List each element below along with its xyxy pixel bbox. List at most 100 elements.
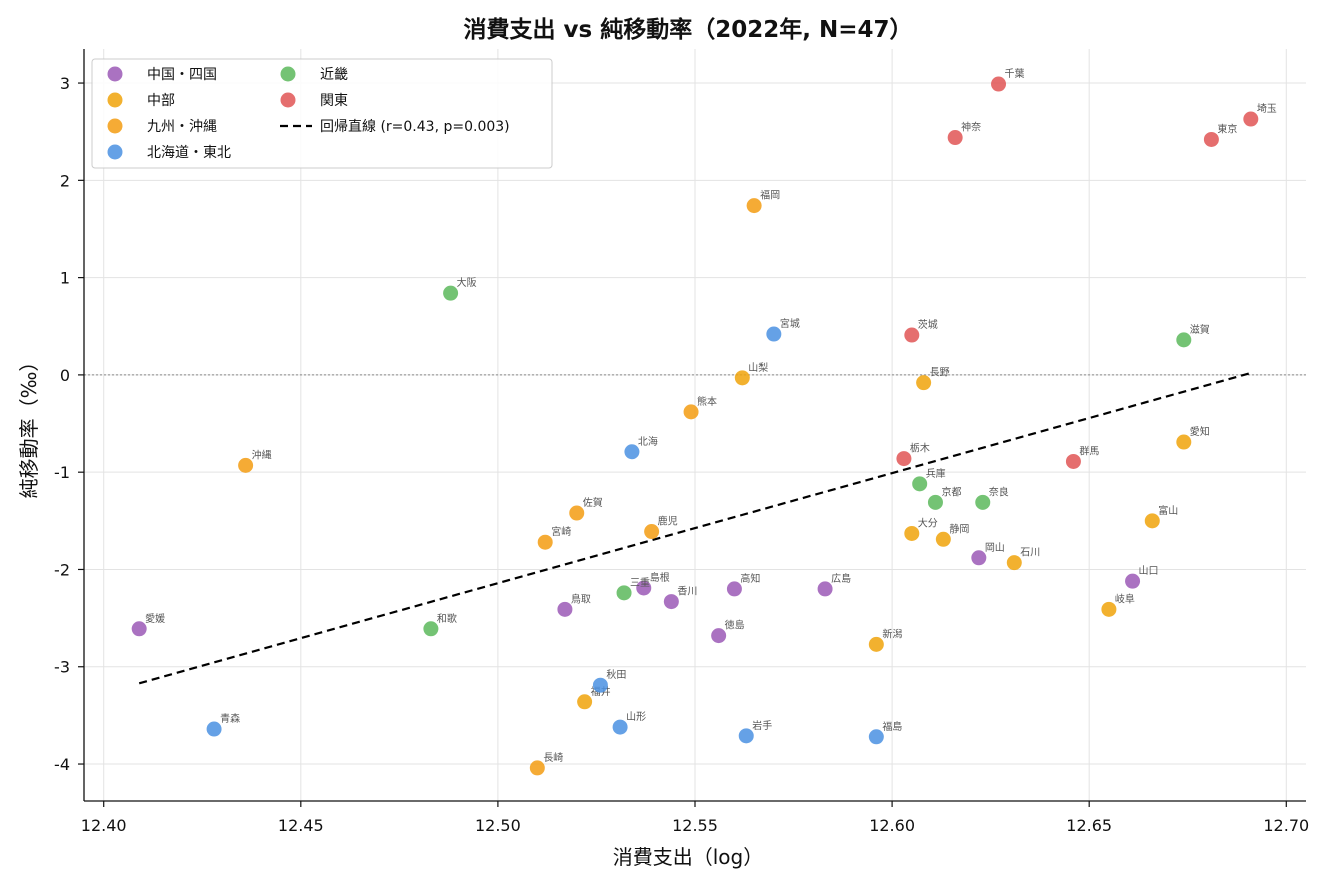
data-point (1006, 555, 1022, 571)
point-label: 群馬 (1079, 444, 1099, 457)
data-point (592, 677, 608, 693)
point-label: 神奈 (961, 121, 981, 134)
x-tick-label: 12.60 (869, 816, 915, 835)
data-point (734, 370, 750, 386)
data-point (569, 505, 585, 521)
point-label: 静岡 (949, 522, 969, 535)
legend-label: 中部 (147, 93, 175, 109)
point-label: 広島 (831, 572, 851, 585)
point-label: 山梨 (748, 361, 768, 374)
data-point (636, 580, 652, 596)
point-label: 岩手 (752, 719, 772, 732)
point-label: 鳥取 (571, 592, 591, 605)
legend-marker (107, 118, 123, 134)
point-label: 和歌 (437, 612, 457, 625)
y-tick-label: 1 (60, 269, 70, 288)
legend-marker (107, 144, 123, 160)
data-point (1203, 131, 1219, 147)
y-tick-label: -2 (54, 560, 70, 579)
point-label: 秋田 (606, 668, 626, 681)
data-point (947, 130, 963, 146)
x-axis-label: 消費支出（log） (613, 845, 764, 869)
data-point (991, 76, 1007, 92)
legend-marker (280, 92, 296, 108)
point-label: 大阪 (457, 276, 477, 289)
data-point (423, 621, 439, 637)
point-label: 茨城 (918, 318, 938, 331)
data-point (131, 621, 147, 637)
point-label: 奈良 (989, 485, 1009, 498)
data-point (817, 581, 833, 597)
point-label: 鹿児 (658, 515, 678, 528)
data-point (1243, 111, 1259, 127)
point-label: 香川 (677, 586, 697, 598)
data-point (975, 494, 991, 510)
point-label: 沖縄 (252, 448, 272, 461)
data-point (663, 594, 679, 610)
regression-line (138, 371, 1252, 685)
x-tick-label: 12.40 (81, 816, 127, 835)
point-label: 長野 (930, 367, 950, 379)
data-point (896, 451, 912, 467)
point-label: 大分 (918, 516, 938, 529)
chart-title: 消費支出 vs 純移動率（2022年, N=47） (464, 16, 913, 43)
y-ticks: 3 2 1 0 -1 -2 -3 -4 (54, 74, 84, 774)
legend-label: 回帰直線 (r=0.43, p=0.003) (320, 118, 510, 135)
point-label: 熊本 (697, 395, 717, 408)
y-tick-label: 0 (60, 366, 70, 385)
point-label: 福岡 (760, 189, 780, 202)
data-point (746, 198, 762, 214)
point-label: 山口 (1139, 565, 1159, 577)
x-tick-label: 12.70 (1263, 816, 1309, 835)
data-point (868, 729, 884, 745)
point-label: 岐阜 (1115, 592, 1135, 605)
data-point (529, 760, 545, 776)
data-point (868, 636, 884, 652)
y-tick-label: -3 (54, 658, 70, 677)
legend-marker (107, 66, 123, 82)
point-label: 東京 (1217, 122, 1237, 135)
legend-label: 九州・沖縄 (147, 119, 217, 135)
legend-frame (91, 58, 553, 169)
data-point (612, 719, 628, 735)
y-tick-label: 2 (60, 171, 70, 190)
data-point (577, 694, 593, 710)
point-label: 宮城 (780, 317, 800, 330)
y-tick-label: -4 (54, 755, 70, 774)
data-point (738, 728, 754, 744)
legend-marker (280, 66, 296, 82)
data-point (616, 585, 632, 601)
data-point (766, 326, 782, 342)
point-label: 青森 (220, 712, 240, 725)
point-label: 長崎 (543, 751, 563, 764)
data-point (1144, 513, 1160, 529)
point-label: 福島 (882, 720, 902, 733)
legend-label: 近畿 (320, 67, 348, 83)
point-label: 徳島 (725, 619, 745, 632)
point-label: 愛媛 (145, 612, 165, 625)
x-tick-label: 12.50 (475, 816, 521, 835)
point-label: 三重 (630, 576, 650, 589)
data-point (1065, 453, 1081, 469)
data-point (1101, 601, 1117, 617)
point-label: 滋賀 (1190, 323, 1210, 336)
point-label: 山形 (626, 711, 646, 723)
point-label: 愛知 (1190, 425, 1210, 438)
data-point (683, 404, 699, 420)
legend-label: 中国・四国 (147, 67, 217, 83)
data-point (916, 375, 932, 391)
data-point (1176, 434, 1192, 450)
y-axis-label: 純移動率（‰） (17, 352, 41, 499)
point-label: 石川 (1020, 548, 1040, 559)
data-point (206, 721, 222, 737)
data-point (726, 581, 742, 597)
point-label: 佐賀 (583, 497, 603, 509)
x-tick-label: 12.45 (278, 816, 324, 835)
x-tick-label: 12.65 (1066, 816, 1112, 835)
data-point (904, 525, 920, 541)
point-label: 埼玉 (1257, 102, 1277, 115)
point-label: 京都 (941, 485, 961, 498)
data-point (927, 494, 943, 510)
